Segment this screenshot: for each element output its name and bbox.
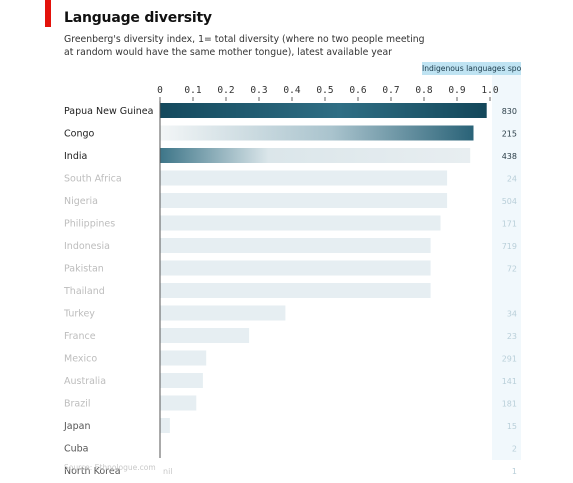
languages-count: 23 bbox=[507, 332, 517, 341]
category-label: Indonesia bbox=[64, 241, 110, 252]
bar-value-label: nil bbox=[163, 467, 173, 476]
source-note: Source: Ethnologue.com bbox=[64, 463, 156, 472]
languages-count: 171 bbox=[502, 220, 517, 229]
category-label: North Korea bbox=[64, 466, 121, 477]
bar bbox=[160, 283, 431, 298]
category-label: Mexico bbox=[64, 354, 97, 365]
chart-subtitle: Greenberg's diversity index, 1= total di… bbox=[64, 33, 424, 59]
x-tick-label: 0.9 bbox=[448, 85, 465, 96]
x-tick-label: 0.6 bbox=[349, 85, 366, 96]
brand-accent-bar bbox=[45, 0, 51, 27]
languages-count: 34 bbox=[507, 310, 517, 319]
category-label: Thailand bbox=[63, 286, 105, 297]
bar bbox=[160, 373, 203, 388]
category-label: France bbox=[64, 331, 96, 342]
languages-count: 2 bbox=[512, 445, 517, 454]
x-tick-label: 1.0 bbox=[481, 85, 498, 96]
x-tick-label: 0.4 bbox=[283, 85, 300, 96]
bar bbox=[160, 170, 448, 186]
bar bbox=[160, 148, 471, 163]
languages-count: 291 bbox=[502, 355, 517, 364]
bar bbox=[160, 350, 207, 366]
bar bbox=[160, 215, 441, 231]
category-label: Cuba bbox=[64, 444, 89, 455]
languages-count: 215 bbox=[502, 130, 517, 139]
x-tick-label: 0.2 bbox=[217, 85, 234, 96]
category-label: Japan bbox=[63, 421, 91, 432]
x-tick-label: 0.8 bbox=[415, 85, 432, 96]
languages-count: 24 bbox=[507, 175, 517, 184]
languages-count: 504 bbox=[502, 197, 517, 206]
bar bbox=[160, 305, 286, 321]
x-tick-label: 0.5 bbox=[316, 85, 333, 96]
bar bbox=[160, 260, 431, 276]
x-tick-label: 0.1 bbox=[184, 85, 201, 96]
category-label: Australia bbox=[64, 376, 106, 387]
subtitle-line-1: Greenberg's diversity index, 1= total di… bbox=[64, 34, 424, 45]
languages-count: 830 bbox=[502, 107, 517, 116]
languages-count: 719 bbox=[502, 242, 517, 251]
languages-count: 15 bbox=[507, 422, 517, 431]
languages-count: 72 bbox=[507, 265, 517, 274]
bar bbox=[160, 103, 487, 118]
chart-title: Language diversity bbox=[64, 10, 212, 26]
category-label: Turkey bbox=[63, 309, 95, 320]
languages-column-header: Indigenous languages spoken bbox=[422, 62, 521, 75]
bar bbox=[160, 193, 448, 208]
bar bbox=[160, 125, 474, 141]
bar bbox=[160, 395, 197, 411]
category-label: Philippines bbox=[64, 219, 115, 230]
category-label: Papua New Guinea bbox=[64, 106, 153, 117]
languages-count: 1 bbox=[512, 467, 517, 476]
subtitle-line-2: at random would have the same mother ton… bbox=[64, 47, 392, 58]
category-label: India bbox=[64, 151, 87, 162]
category-label: Congo bbox=[64, 129, 94, 140]
category-label: South Africa bbox=[64, 174, 122, 185]
languages-count: 181 bbox=[502, 400, 517, 409]
bar bbox=[160, 238, 431, 253]
x-tick-label: 0.3 bbox=[250, 85, 267, 96]
bar bbox=[160, 418, 170, 433]
languages-column-background bbox=[492, 75, 521, 460]
x-tick-label: 0 bbox=[157, 85, 163, 96]
category-label: Pakistan bbox=[64, 264, 104, 275]
languages-count: 141 bbox=[502, 377, 517, 386]
x-tick-label: 0.7 bbox=[382, 85, 399, 96]
category-label: Nigeria bbox=[64, 196, 98, 207]
bar bbox=[160, 328, 250, 343]
category-label: Brazil bbox=[64, 399, 91, 410]
languages-count: 438 bbox=[502, 152, 517, 161]
